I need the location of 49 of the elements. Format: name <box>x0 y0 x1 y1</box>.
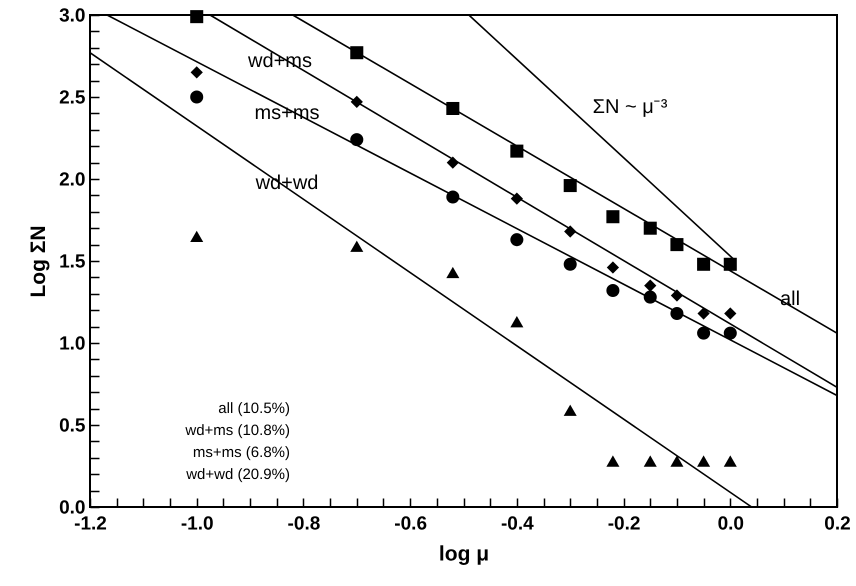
annotation: wd+wd (20.9%) <box>185 466 290 483</box>
annotation: wd+ms (10.8%) <box>184 422 290 439</box>
point <box>510 316 524 328</box>
y-tick-label: 1.0 <box>59 334 86 354</box>
point <box>697 307 710 320</box>
point <box>606 284 620 298</box>
annotation: all (10.5%) <box>218 400 290 417</box>
point <box>446 266 460 278</box>
y-tick-label: 3.0 <box>59 6 86 26</box>
point <box>606 261 620 274</box>
y-tick-label: 1.5 <box>59 252 86 272</box>
point <box>564 258 577 271</box>
point <box>644 279 656 292</box>
point <box>697 258 710 271</box>
point <box>190 230 204 242</box>
point <box>510 233 524 246</box>
point <box>350 240 364 252</box>
annotation: all <box>780 288 800 310</box>
point <box>724 307 736 320</box>
x-tick-label: -0.2 <box>608 514 640 534</box>
y-axis-title: Log ΣN <box>27 225 50 298</box>
x-tick-label: -0.4 <box>500 514 534 534</box>
point <box>190 90 204 104</box>
point <box>190 10 204 24</box>
y-tick-label: 0.5 <box>59 416 86 436</box>
y-tick-label: 2.0 <box>59 170 86 190</box>
x-tick-label: -1.0 <box>180 514 214 534</box>
y-tick-label: 2.5 <box>59 88 86 108</box>
point <box>564 179 577 192</box>
point <box>724 326 737 340</box>
point <box>606 455 620 467</box>
x-tick-label: -0.6 <box>394 514 428 534</box>
point <box>190 66 203 79</box>
x-tick-label: -1.2 <box>74 514 107 534</box>
point <box>644 222 657 235</box>
point <box>606 210 620 224</box>
annotation: ms+ms (6.8%) <box>192 444 290 461</box>
x-tick-label: 0.0 <box>718 514 744 534</box>
point <box>697 326 710 340</box>
x-tick-label: 0.2 <box>824 514 851 534</box>
point <box>697 455 710 467</box>
point <box>644 455 657 467</box>
x-axis-title: log μ <box>438 542 490 566</box>
x-tick-label: -0.8 <box>288 514 320 534</box>
point <box>670 455 684 467</box>
point <box>564 404 577 416</box>
point <box>670 238 684 252</box>
annotation: ΣN ~ μ⁻³ <box>592 96 668 118</box>
point <box>724 455 737 467</box>
